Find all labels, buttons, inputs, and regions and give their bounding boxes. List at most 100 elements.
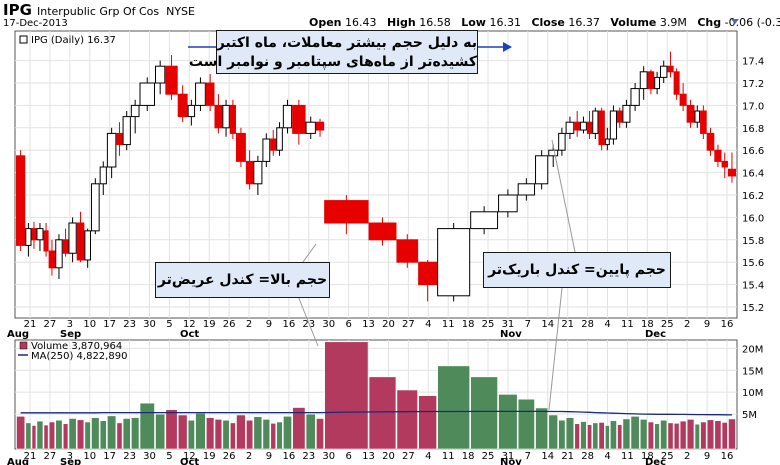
volume-bar <box>305 413 316 450</box>
volume-bar <box>558 419 566 450</box>
candle-body <box>222 104 230 129</box>
volume-bar <box>84 421 91 450</box>
candle-body <box>130 104 140 118</box>
volume-bar <box>673 422 680 450</box>
bottom-tick-label: 10 <box>83 451 96 462</box>
candle-body <box>368 222 397 241</box>
bottom-tick-label: 5 <box>166 451 172 462</box>
candle-body <box>647 71 655 90</box>
volume-bar <box>222 419 230 450</box>
volume-bar <box>714 420 722 450</box>
volume-bar <box>639 419 648 450</box>
x-tick-label: 20 <box>382 319 395 330</box>
x-tick-label: 5 <box>166 319 172 330</box>
volume-bar <box>598 422 605 450</box>
price-tick-label: 16.6 <box>742 146 764 157</box>
volume-bar <box>262 419 271 450</box>
price-tick-label: 15.4 <box>742 281 764 292</box>
price-tick-label: 16.4 <box>742 169 764 180</box>
candle-body <box>721 160 728 168</box>
volume-bar <box>667 422 674 450</box>
candle-body <box>686 104 695 123</box>
x-tick-label: 11 <box>442 319 455 330</box>
volume-bar <box>617 424 623 450</box>
candle-body <box>177 93 188 118</box>
chg-label: Chg <box>697 16 722 29</box>
candle-body <box>292 104 306 134</box>
candle-body <box>396 239 419 263</box>
candle-body <box>139 82 156 106</box>
volume-bar <box>654 423 660 450</box>
candle-body <box>205 82 215 106</box>
candle-body <box>617 110 623 123</box>
candle-body <box>580 121 587 131</box>
x-tick-label: 2 <box>246 319 252 330</box>
candle-body <box>727 168 737 177</box>
price-tick-label: 17.4 <box>742 57 764 68</box>
candle-body <box>639 71 648 90</box>
candle-body <box>565 121 575 134</box>
price-tick-label: 17.2 <box>742 79 764 90</box>
volume-bar <box>206 417 215 450</box>
candle-body <box>245 160 254 185</box>
volume-bar <box>195 412 206 450</box>
x-tick-label: 2 <box>684 319 690 330</box>
candle-body <box>68 222 77 254</box>
narrow-pointer-line-lower <box>548 287 563 411</box>
candle-body <box>43 230 49 252</box>
volume-bar <box>276 421 283 450</box>
annotation-top: به دلیل حجم بیشتر معاملات، ماه اکتبر کشی… <box>189 30 478 74</box>
candle-body <box>99 166 107 185</box>
x-tick-label: 4 <box>604 319 610 330</box>
candle-body <box>558 132 566 151</box>
volume-bar <box>68 418 77 450</box>
candle-body <box>16 155 26 246</box>
price-tick-label: 15.2 <box>742 303 764 314</box>
candle-body <box>667 65 674 73</box>
bottom-tick-label: 2 <box>246 451 252 462</box>
candle-body <box>165 65 178 95</box>
candle-body <box>36 228 44 241</box>
volume-bar <box>214 419 223 450</box>
quote-summary: Open 16.43 High 16.58 Low 16.31 Close 16… <box>309 16 780 29</box>
x-tick-label: 30 <box>143 319 156 330</box>
bottom-tick-label: 3 <box>67 451 73 462</box>
volume-bar <box>686 419 695 450</box>
candle-body <box>622 104 631 123</box>
triangle-down-icon[interactable] <box>731 19 739 24</box>
candle-body <box>609 110 618 140</box>
high-value: 16.58 <box>419 16 451 29</box>
volume-bar <box>246 419 254 450</box>
x-tick-label: 6 <box>345 319 351 330</box>
bottom-tick-label: 4 <box>604 451 610 462</box>
volume-bar <box>55 419 63 450</box>
volume-bar <box>91 417 100 450</box>
volume-bar <box>622 418 631 450</box>
volume-tick-label: 10M <box>742 388 763 399</box>
volume-bar <box>728 418 736 450</box>
annotation-top-line1: به دلیل حجم بیشتر معاملات، ماه اکتبر <box>216 35 477 51</box>
volume-bar <box>324 341 369 450</box>
volume-bar <box>647 421 655 450</box>
quote-date: 17-Dec-2013 <box>3 18 68 29</box>
volume-bar <box>517 398 535 450</box>
volume-bar <box>694 423 700 450</box>
candle-body <box>574 121 581 131</box>
x-tick-label: 9 <box>266 319 272 330</box>
volume-bar <box>253 416 263 450</box>
candle-body <box>694 110 701 123</box>
volume-bar <box>99 420 107 450</box>
volume-bar <box>679 420 687 450</box>
volume-bar <box>721 422 728 450</box>
volume-bar <box>155 413 166 450</box>
ticker-symbol: IPG <box>3 1 32 19</box>
exchange-name: NYSE <box>166 5 195 18</box>
candle-body <box>659 65 668 78</box>
candle-body <box>122 116 131 146</box>
bottom-tick-label: 31 <box>502 451 515 462</box>
candle-body <box>187 104 196 118</box>
candle-body <box>315 121 325 131</box>
volume-bar <box>131 417 140 450</box>
volume-bar <box>418 395 437 450</box>
